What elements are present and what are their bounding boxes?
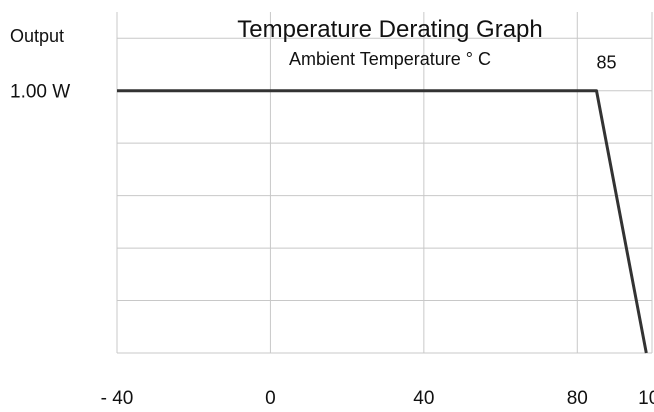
x-tick-label: 100 bbox=[638, 388, 654, 409]
annotations: 85 bbox=[596, 53, 616, 73]
series-group bbox=[117, 89, 648, 354]
y-tick-labels: 1.00 W bbox=[10, 82, 70, 103]
y-axis-label: Output bbox=[10, 26, 64, 46]
chart-title: Temperature Derating Graph bbox=[237, 16, 542, 43]
derating-curve bbox=[117, 89, 648, 354]
x-tick-label: - 40 bbox=[101, 388, 134, 409]
x-tick-label: 40 bbox=[413, 388, 434, 409]
chart-subtitle: Ambient Temperature ° C bbox=[289, 49, 491, 69]
x-tick-label: 0 bbox=[265, 388, 276, 409]
x-tick-labels: - 40 0 40 80 100 bbox=[101, 388, 654, 409]
plot-frame bbox=[116, 12, 653, 354]
annotation-label: 85 bbox=[596, 53, 616, 73]
y-tick-label: 1.00 W bbox=[10, 82, 70, 103]
x-tick-label: 80 bbox=[567, 388, 588, 409]
